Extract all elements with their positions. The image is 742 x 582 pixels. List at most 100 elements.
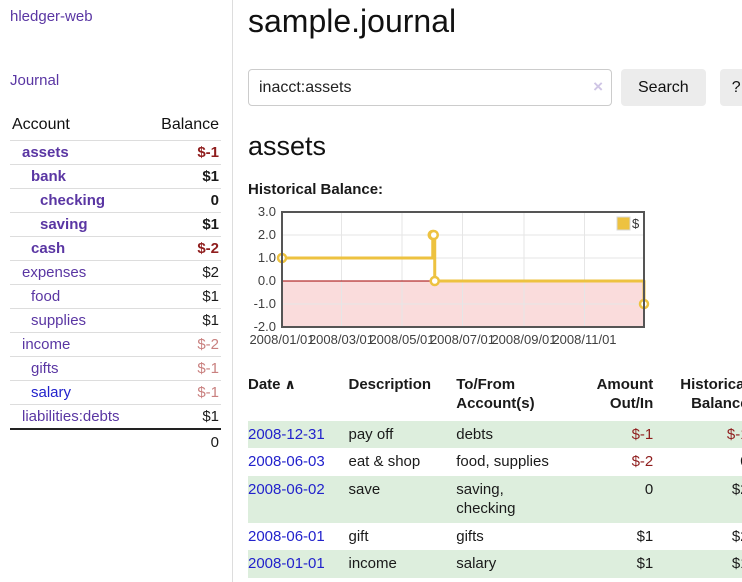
transaction-balance: 0 [657, 448, 742, 476]
transaction-row: 2008-06-01 gift gifts $1 $2 [248, 523, 742, 551]
sort-ascending-icon: ∧ [284, 376, 296, 392]
help-button[interactable]: ? [719, 69, 742, 106]
transaction-balance: $-1 [726, 425, 742, 443]
account-link[interactable]: saving [40, 216, 88, 233]
register-header-row: Date ∧ Description To/From Account(s) Amo… [248, 374, 742, 421]
register-header-date-label: Date [248, 376, 281, 393]
main-content: sample.journal × Search ? assets Histori… [233, 0, 742, 582]
account-link[interactable]: cash [31, 240, 66, 257]
account-name-cell: saving [10, 213, 146, 237]
account-link[interactable]: salary [31, 384, 72, 401]
account-link[interactable]: food [31, 288, 61, 305]
account-name-cell: supplies [10, 309, 146, 333]
account-balance: $1 [202, 408, 219, 425]
transaction-row: 2008-01-01 income salary $1 $1 [248, 550, 742, 578]
account-link[interactable]: income [22, 336, 71, 353]
transaction-date-link[interactable]: 2008-06-02 [248, 480, 325, 498]
transaction-date-link[interactable]: 2008-01-01 [248, 555, 325, 572]
register-header-description: Description [348, 376, 432, 393]
account-name-cell: checking [10, 189, 146, 213]
account-balance: $1 [202, 168, 219, 185]
svg-text:2008/11/01: 2008/11/01 [552, 332, 616, 347]
transaction-date-cell: 2008-06-03 [248, 448, 349, 476]
transaction-row: 2008-12-31 pay off debts $-1 $-1 [248, 420, 742, 449]
accounts-total-row: 0 [10, 428, 221, 455]
search-button[interactable]: Search [621, 69, 706, 106]
account-balance: $-2 [197, 240, 219, 257]
svg-text:-2.0: -2.0 [254, 319, 276, 334]
account-link[interactable]: supplies [31, 312, 87, 329]
account-row: salary $-1 [10, 380, 221, 405]
transaction-amount: $-2 [631, 453, 654, 470]
transaction-description: save [348, 480, 381, 498]
account-heading: assets [248, 131, 327, 161]
transaction-description: eat & shop [348, 453, 421, 470]
account-link[interactable]: bank [31, 168, 67, 185]
account-name-cell: assets [10, 141, 146, 165]
transaction-description: income [348, 555, 397, 572]
account-row: gifts $-1 [10, 356, 221, 381]
account-link[interactable]: expenses [22, 264, 87, 281]
svg-text:$: $ [632, 216, 640, 231]
account-row: income $-2 [10, 332, 221, 357]
transaction-date-link[interactable]: 2008-06-01 [248, 527, 325, 545]
app-title-link[interactable]: hledger-web [10, 8, 93, 25]
accounts-header-row: Account Balance [10, 112, 221, 141]
account-link[interactable]: liabilities:debts [22, 408, 120, 425]
account-balance: $-1 [197, 144, 219, 161]
account-link[interactable]: assets [22, 144, 69, 161]
account-row: bank $1 [10, 164, 221, 189]
svg-text:2008/09/01: 2008/09/01 [491, 332, 556, 347]
account-name-cell: salary [10, 381, 146, 405]
account-name-cell: income [10, 333, 146, 357]
account-link[interactable]: gifts [31, 360, 59, 377]
svg-text:2.0: 2.0 [258, 227, 276, 242]
transaction-row: 2008-06-02 save saving, checking 0 $2 [248, 475, 742, 523]
clear-search-icon[interactable]: × [593, 77, 603, 96]
transaction-description: pay off [348, 425, 394, 443]
transaction-accounts: salary [456, 555, 497, 572]
account-balance: $1 [202, 312, 219, 329]
account-row: saving $1 [10, 212, 221, 237]
account-row: supplies $1 [10, 308, 221, 333]
accounts-total-spacer [10, 428, 146, 455]
register-header-balance: Historical Balance [680, 376, 742, 412]
register-header-date[interactable]: Date ∧ [248, 374, 349, 421]
transaction-amount: $-1 [631, 425, 654, 443]
transaction-date-cell: 2008-01-01 [248, 550, 349, 578]
account-balance: $1 [202, 216, 219, 233]
transaction-balance: $2 [731, 480, 742, 498]
transaction-accounts: debts [456, 425, 493, 443]
search-input[interactable] [248, 69, 612, 106]
account-name-cell: expenses [10, 261, 146, 285]
account-balance: $-2 [197, 336, 219, 353]
account-name-cell: cash [10, 237, 146, 261]
account-name-cell: gifts [10, 357, 146, 381]
transaction-date-cell: 2008-06-01 [248, 523, 349, 551]
account-name-cell: bank [10, 165, 146, 189]
transaction-row: 2008-06-03 eat & shop food, supplies $-20 [248, 448, 742, 476]
account-link[interactable]: checking [40, 192, 106, 209]
historical-balance-chart[interactable]: $3.0 2.0 1.0 0.0 -1.0 -2.0 2008/01/01 2008/03/0… [248, 204, 652, 357]
sidebar-item-journal[interactable]: Journal [10, 72, 60, 89]
account-balance: $-1 [197, 360, 219, 377]
svg-text:2008/03/01: 2008/03/01 [309, 332, 374, 347]
transaction-date-link[interactable]: 2008-06-03 [248, 453, 325, 470]
accounts-header-account: Account [12, 116, 70, 133]
svg-text:2008/07/01: 2008/07/01 [430, 332, 495, 347]
account-balance: 0 [210, 192, 219, 209]
transaction-accounts: saving, checking [456, 480, 516, 518]
transaction-date-cell: 2008-12-31 [248, 421, 349, 449]
transaction-description: gift [348, 527, 369, 545]
account-row: food $1 [10, 284, 221, 309]
svg-text:2008/01/01: 2008/01/01 [249, 332, 314, 347]
transaction-date-link[interactable]: 2008-12-31 [248, 425, 325, 443]
account-row: cash $-2 [10, 236, 221, 261]
account-row: expenses $2 [10, 260, 221, 285]
page-title: sample.journal [248, 3, 457, 39]
transaction-accounts: gifts [456, 527, 484, 545]
accounts-total-value: 0 [145, 428, 221, 455]
search-form: × Search ? [248, 69, 742, 106]
transaction-amount: $1 [636, 555, 654, 572]
register-header-amount: Amount Out/In [596, 376, 654, 412]
